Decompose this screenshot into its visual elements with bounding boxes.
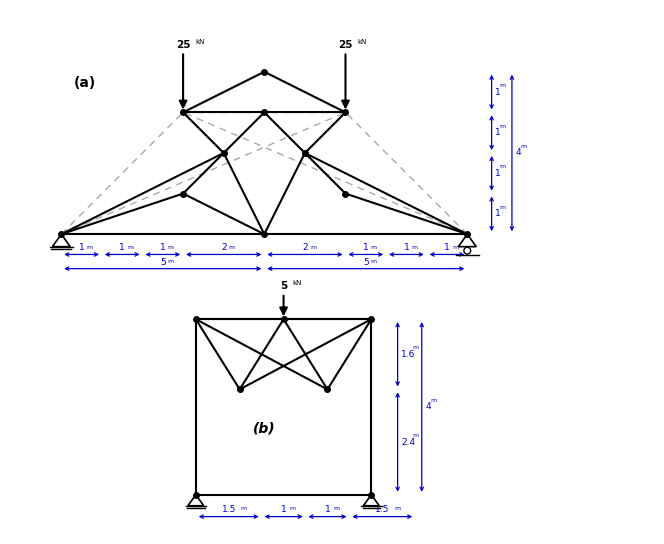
- Text: 1: 1: [325, 505, 330, 515]
- Text: 1: 1: [363, 243, 369, 252]
- Text: 2: 2: [302, 243, 307, 252]
- Text: m: m: [371, 259, 377, 264]
- Text: m: m: [430, 398, 436, 403]
- Text: m: m: [499, 164, 506, 169]
- Text: 1: 1: [495, 128, 501, 137]
- Text: 5: 5: [363, 258, 369, 267]
- Text: m: m: [394, 506, 400, 511]
- Text: m: m: [87, 245, 93, 250]
- Text: 4: 4: [515, 149, 521, 157]
- Text: kN: kN: [358, 39, 367, 45]
- Text: m: m: [241, 506, 247, 511]
- Text: 25: 25: [176, 40, 191, 50]
- Text: 1: 1: [160, 243, 166, 252]
- Text: m: m: [499, 205, 506, 210]
- Text: m: m: [333, 506, 339, 511]
- Text: m: m: [499, 83, 506, 88]
- Text: m: m: [413, 345, 419, 350]
- Text: m: m: [452, 245, 458, 250]
- Text: 1: 1: [444, 243, 450, 252]
- Text: m: m: [412, 245, 418, 250]
- Text: 5: 5: [160, 258, 166, 267]
- Text: 25: 25: [338, 40, 353, 50]
- Text: kN: kN: [195, 39, 205, 45]
- Text: 2: 2: [221, 243, 226, 252]
- Text: m: m: [127, 245, 133, 250]
- Text: 1: 1: [495, 169, 501, 178]
- Text: 1.6: 1.6: [401, 350, 416, 359]
- Text: 1: 1: [120, 243, 125, 252]
- Text: m: m: [168, 259, 174, 264]
- Text: m: m: [310, 245, 316, 250]
- Text: m: m: [499, 123, 506, 128]
- Text: (b): (b): [253, 422, 276, 436]
- Text: m: m: [229, 245, 235, 250]
- Text: 1: 1: [79, 243, 84, 252]
- Text: m: m: [371, 245, 377, 250]
- Text: 1: 1: [495, 209, 501, 218]
- Text: m: m: [168, 245, 174, 250]
- Text: 2.4: 2.4: [401, 437, 415, 447]
- Text: 1: 1: [495, 88, 501, 97]
- Text: 1: 1: [404, 243, 409, 252]
- Text: m: m: [289, 506, 295, 511]
- Text: (a): (a): [74, 76, 96, 90]
- Text: m: m: [413, 432, 419, 438]
- Text: 1.5: 1.5: [222, 505, 236, 515]
- Text: m: m: [521, 144, 527, 149]
- Text: 1: 1: [281, 505, 286, 515]
- Text: kN: kN: [292, 280, 301, 286]
- Text: 5: 5: [280, 281, 288, 291]
- Text: 4: 4: [425, 403, 431, 411]
- Text: 1.5: 1.5: [375, 505, 390, 515]
